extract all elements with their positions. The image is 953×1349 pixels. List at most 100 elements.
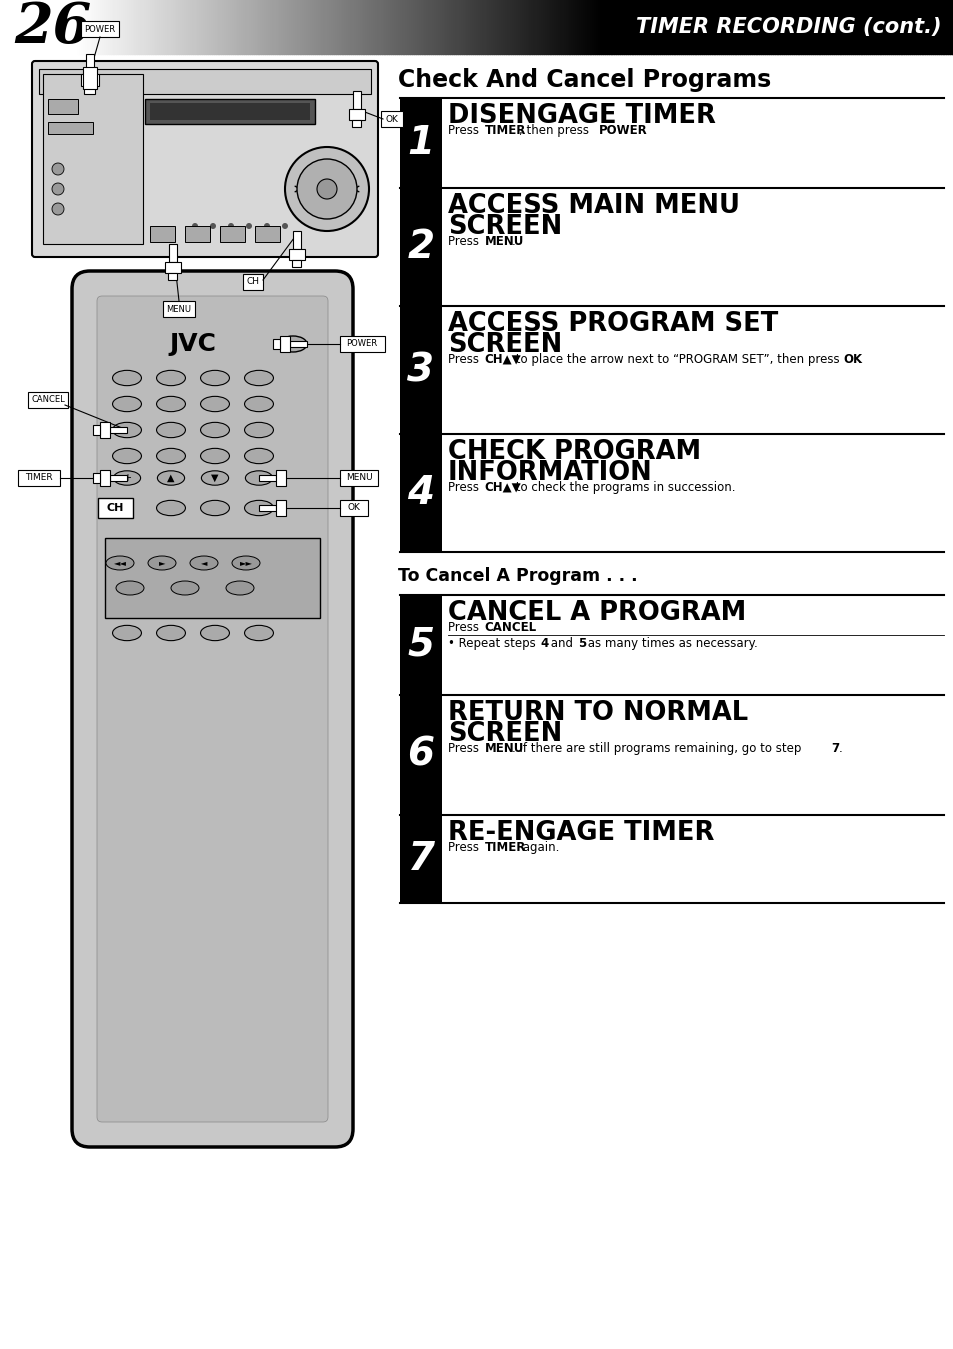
Text: 1: 1	[407, 124, 434, 162]
Text: OK: OK	[842, 353, 862, 366]
Bar	[399, 98, 441, 188]
Ellipse shape	[200, 422, 230, 437]
Ellipse shape	[244, 448, 274, 464]
Text: and: and	[546, 637, 576, 650]
Text: +: +	[123, 473, 131, 483]
Bar	[165, 262, 181, 272]
Text: Press: Press	[448, 742, 482, 755]
Bar	[92, 425, 100, 434]
Text: Press: Press	[448, 124, 482, 138]
Ellipse shape	[113, 471, 140, 486]
Ellipse shape	[112, 371, 141, 386]
Bar	[84, 86, 94, 94]
Text: MENU: MENU	[484, 742, 523, 755]
Text: POWER: POWER	[346, 340, 377, 348]
Ellipse shape	[232, 556, 260, 571]
Text: as many times as necessary.: as many times as necessary.	[584, 637, 758, 650]
Circle shape	[296, 159, 356, 219]
Bar	[289, 250, 305, 260]
Bar	[399, 695, 441, 815]
Text: 5: 5	[407, 626, 434, 664]
Text: CH: CH	[106, 503, 124, 513]
Text: Press: Press	[448, 621, 482, 634]
Text: .: .	[838, 742, 841, 755]
Text: CANCEL: CANCEL	[484, 621, 537, 634]
Text: .: .	[512, 235, 516, 248]
Text: DISENGAGE TIMER: DISENGAGE TIMER	[448, 103, 715, 130]
Ellipse shape	[116, 581, 144, 595]
Text: 3: 3	[407, 351, 434, 389]
Text: 7: 7	[831, 742, 839, 755]
Circle shape	[316, 179, 336, 200]
Bar	[185, 227, 210, 241]
Text: CH▲▼: CH▲▼	[484, 482, 521, 494]
FancyBboxPatch shape	[97, 295, 328, 1122]
Text: TIMER RECORDING (cont.): TIMER RECORDING (cont.)	[636, 18, 941, 36]
Text: 6: 6	[407, 737, 434, 774]
Text: 2: 2	[407, 228, 434, 266]
Ellipse shape	[112, 422, 141, 437]
Ellipse shape	[201, 471, 229, 486]
Ellipse shape	[112, 626, 141, 641]
Text: ACCESS PROGRAM SET: ACCESS PROGRAM SET	[448, 312, 778, 337]
Text: RETURN TO NORMAL: RETURN TO NORMAL	[448, 700, 747, 726]
Bar	[83, 67, 97, 89]
Ellipse shape	[200, 397, 230, 411]
Ellipse shape	[244, 626, 274, 641]
Bar	[43, 74, 143, 244]
Bar	[399, 188, 441, 306]
Text: CANCEL: CANCEL	[31, 395, 65, 405]
Bar	[353, 90, 360, 109]
Bar	[339, 500, 368, 517]
Text: 4: 4	[407, 473, 434, 513]
Text: Check And Cancel Programs: Check And Cancel Programs	[397, 67, 770, 92]
Ellipse shape	[200, 448, 230, 464]
Bar	[292, 260, 301, 267]
Bar	[399, 815, 441, 902]
Text: Press: Press	[448, 235, 482, 248]
Bar	[98, 498, 132, 518]
Ellipse shape	[244, 397, 274, 411]
Text: SCREEN: SCREEN	[448, 720, 561, 747]
Bar	[170, 244, 176, 262]
Bar	[81, 74, 99, 86]
Circle shape	[282, 223, 288, 229]
Ellipse shape	[157, 471, 185, 486]
Text: JVC: JVC	[169, 332, 215, 356]
Ellipse shape	[156, 422, 185, 437]
Text: to check the programs in succession.: to check the programs in succession.	[512, 482, 735, 494]
Bar	[352, 120, 361, 127]
Text: .: .	[857, 353, 861, 366]
Text: ◄: ◄	[200, 558, 207, 568]
Bar	[86, 54, 94, 74]
Bar	[105, 538, 319, 618]
Circle shape	[210, 223, 215, 229]
Ellipse shape	[200, 626, 230, 641]
Ellipse shape	[278, 336, 307, 352]
Bar	[168, 272, 177, 281]
Circle shape	[52, 183, 64, 196]
Text: MENU: MENU	[167, 305, 192, 313]
Bar	[48, 98, 78, 115]
Bar	[220, 227, 245, 241]
Ellipse shape	[156, 626, 185, 641]
Text: ▼: ▼	[211, 473, 218, 483]
Text: . If there are still programs remaining, go to step: . If there are still programs remaining,…	[512, 742, 804, 755]
Ellipse shape	[106, 556, 133, 571]
Bar	[399, 434, 441, 552]
Text: CANCEL A PROGRAM: CANCEL A PROGRAM	[448, 600, 745, 626]
Text: RE-ENGAGE TIMER: RE-ENGAGE TIMER	[448, 820, 714, 846]
Ellipse shape	[200, 371, 230, 386]
Bar	[275, 500, 286, 515]
Text: Press: Press	[448, 482, 482, 494]
Bar	[100, 422, 110, 437]
Bar	[81, 22, 119, 36]
Ellipse shape	[190, 556, 218, 571]
FancyBboxPatch shape	[32, 61, 377, 258]
Text: ►: ►	[158, 558, 165, 568]
Text: ►►: ►►	[239, 558, 253, 568]
Text: SCREEN: SCREEN	[448, 214, 561, 240]
Ellipse shape	[171, 581, 199, 595]
Bar	[110, 475, 127, 482]
Bar	[254, 227, 280, 241]
